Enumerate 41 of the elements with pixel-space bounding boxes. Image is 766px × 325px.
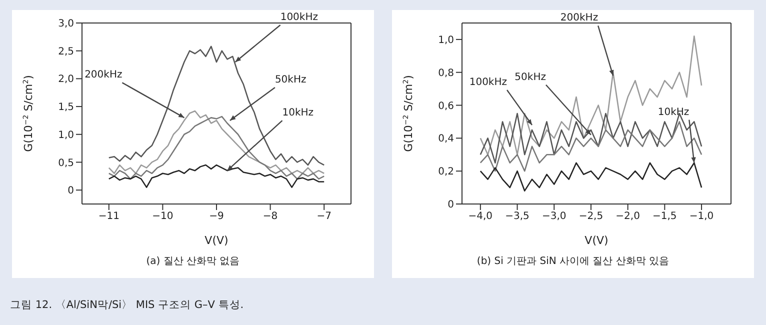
y-tick-label: 1,0 — [438, 35, 454, 46]
y-tick-label: 0,8 — [438, 68, 454, 79]
annotation: 10kHz — [658, 106, 690, 118]
y-tick-label: 2,5 — [58, 46, 74, 58]
y-tick-label: 0,4 — [438, 134, 454, 145]
y-tick-label: 0 — [68, 186, 74, 197]
y-tick-label: 1,5 — [58, 102, 74, 114]
annotation: 100kHz — [469, 77, 508, 88]
caption: 그림 12. 〈Al/SiN막/Si〉 MIS 구조의 G–V 특성. — [10, 298, 244, 312]
line-series — [480, 121, 702, 172]
annotation: 100kHz — [280, 12, 318, 23]
y-tick-label: 1,0 — [58, 130, 74, 141]
x-tick-label: −3,5 — [505, 211, 530, 222]
x-tick-label: −8 — [262, 211, 278, 222]
annotation: 200kHz — [84, 70, 122, 81]
x-tick-label: −1,5 — [652, 211, 677, 222]
x-tick-label: −4,0 — [468, 211, 493, 222]
annotation: 200kHz — [560, 12, 598, 24]
annotation: 50kHz — [274, 74, 306, 86]
x-tick-label: −1,0 — [689, 211, 714, 222]
x-tick-label: −2,0 — [616, 211, 640, 222]
x-axis-title: V(V) — [584, 234, 608, 247]
x-tick-label: −10 — [152, 211, 174, 222]
line-series — [108, 164, 325, 188]
x-tick-label: −7 — [316, 211, 332, 222]
x-tick-label: −11 — [98, 211, 120, 222]
text: (b) Si 기판과 SiN 사이에 질산 산화막 있음 — [476, 255, 670, 268]
y-tick-label: 3,0 — [58, 18, 74, 30]
y-tick-label: 0,6 — [438, 100, 454, 112]
x-tick-label: −2,5 — [578, 211, 604, 222]
text: (a) 질산 산화막 없음 — [145, 255, 241, 268]
line-series — [108, 116, 325, 180]
y-tick-label: 0 — [448, 200, 454, 211]
annotation: 50kHz — [514, 72, 546, 83]
y-tick-label: 0,5 — [58, 158, 74, 169]
x-tick-label: −3,0 — [542, 211, 566, 222]
x-tick-label: −9 — [209, 211, 224, 222]
x-axis-title: V(V) — [204, 234, 228, 247]
y-tick-label: 0,2 — [438, 166, 454, 178]
y-tick-label: 2,0 — [58, 74, 74, 86]
annotation: 10kHz — [282, 108, 314, 119]
